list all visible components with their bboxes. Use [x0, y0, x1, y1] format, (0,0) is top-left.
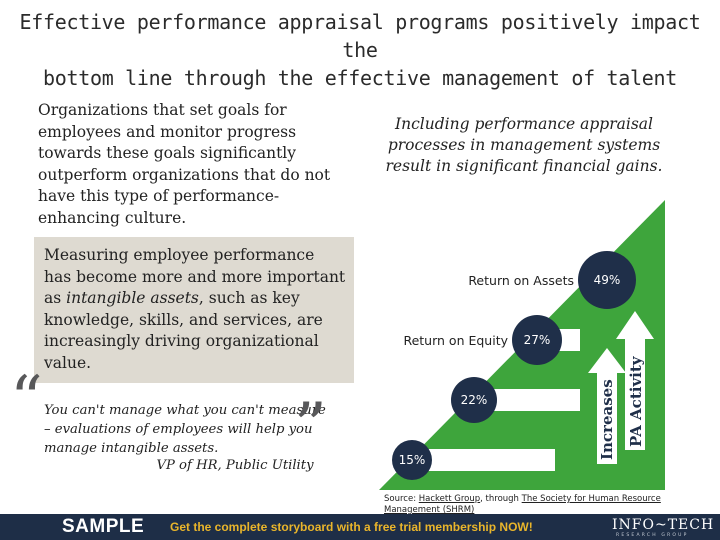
slide-title: Effective performance appraisal programs…: [0, 8, 720, 92]
highlight-text-after: , such as key knowledge, skills, and ser…: [44, 289, 323, 372]
category-label: Return on Equity: [403, 333, 508, 348]
source-note: Source: Hackett Group, through The Socie…: [384, 494, 664, 514]
value-label: 15%: [399, 453, 426, 467]
intro-paragraph: Organizations that set goals for employe…: [38, 101, 331, 227]
bars-group: 15% 22% Return on Equity 27% Return on Asset…: [392, 251, 636, 480]
quote-text: You can't manage what you can't measure …: [44, 403, 326, 456]
quote-author: VP of HR, Public Utility: [156, 458, 314, 473]
increases-arrow: [588, 348, 626, 464]
value-circle: [451, 377, 497, 423]
close-quote-mark: ”: [294, 390, 327, 464]
chart-caption: Including performance appraisal processe…: [385, 115, 663, 175]
pa-activity-arrow-label: PA Activity: [627, 355, 645, 447]
value-label: 22%: [461, 393, 488, 407]
title-line-1: Effective performance appraisal programs…: [19, 10, 701, 62]
value-label: 27%: [524, 333, 551, 347]
open-quote-mark: “: [10, 363, 43, 437]
source-prefix: Source:: [384, 494, 419, 504]
value-circle: [578, 251, 636, 309]
value-circle: [392, 440, 432, 480]
title-line-2: bottom line through the effective manage…: [42, 66, 677, 90]
result-bar: [410, 449, 555, 471]
sample-banner: SAMPLE Get the complete storyboard with …: [0, 514, 720, 540]
source-middle: , through: [480, 494, 522, 504]
arrows-group: Increases PA Activity: [588, 311, 654, 464]
source-link-shrm[interactable]: The Society for Human Resource Managemen…: [384, 494, 661, 514]
increases-arrow-label: Increases: [598, 379, 616, 460]
pa-activity-arrow: [616, 311, 654, 450]
banner-sample-label: SAMPLE: [62, 516, 145, 537]
value-circle: [512, 315, 562, 365]
highlight-box: Measuring employee performance has becom…: [34, 237, 354, 383]
info-tech-logo-subtitle: RESEARCH GROUP: [616, 533, 689, 538]
category-label: Return on Assets: [468, 273, 574, 288]
highlight-emphasis: intangible assets: [66, 289, 199, 307]
highlight-text-before: Measuring employee performance has becom…: [44, 246, 346, 307]
value-label: 49%: [594, 273, 621, 287]
banner-cta-link[interactable]: Get the complete storyboard with a free …: [170, 520, 533, 534]
source-link-hackett[interactable]: Hackett Group: [418, 494, 481, 504]
info-tech-logo: INFO~TECH: [612, 517, 715, 533]
